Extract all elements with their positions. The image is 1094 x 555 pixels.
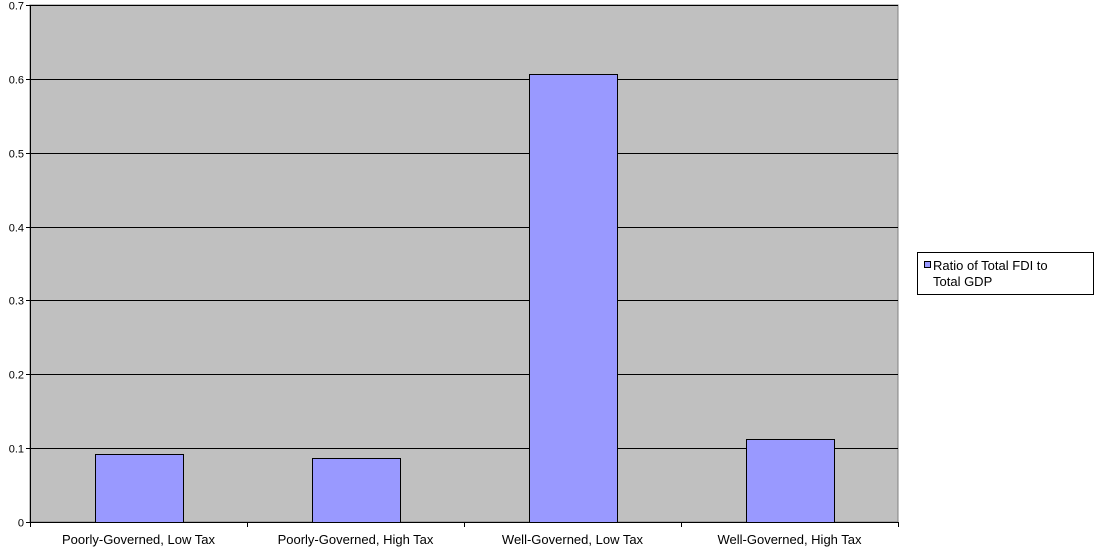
legend-label-line-1: Ratio of Total FDI to (933, 258, 1048, 273)
legend-box (917, 252, 1094, 295)
y-tick-label: 0.5 (9, 149, 24, 161)
bar (746, 439, 835, 523)
y-tick-label: 0.7 (9, 1, 24, 13)
plot-area (29, 4, 899, 523)
y-tick-label: 0 (18, 518, 24, 530)
legend: Ratio of Total FDI to Total GDP (917, 252, 1094, 295)
bars (95, 74, 835, 523)
axes (26, 5, 899, 527)
y-tick-label: 0.4 (9, 223, 24, 235)
legend-swatch (924, 261, 931, 268)
x-category-labels: Poorly-Governed, Low Tax Poorly-Governed,… (62, 532, 862, 547)
y-tick-label: 0.6 (9, 75, 24, 87)
x-category-label: Poorly-Governed, Low Tax (62, 532, 215, 547)
y-tick-labels: 0 0.1 0.2 0.3 0.4 0.5 0.6 0.7 (9, 1, 24, 530)
y-tick-label: 0.3 (9, 296, 24, 308)
bar (95, 454, 184, 523)
x-category-label: Well-Governed, High Tax (717, 532, 862, 547)
y-tick-label: 0.1 (9, 444, 24, 456)
bar (312, 458, 401, 523)
y-tick-label: 0.2 (9, 370, 24, 382)
x-category-label: Poorly-Governed, High Tax (278, 532, 434, 547)
bar (529, 74, 618, 523)
legend-label-line-2: Total GDP (933, 274, 992, 289)
x-category-label: Well-Governed, Low Tax (502, 532, 644, 547)
